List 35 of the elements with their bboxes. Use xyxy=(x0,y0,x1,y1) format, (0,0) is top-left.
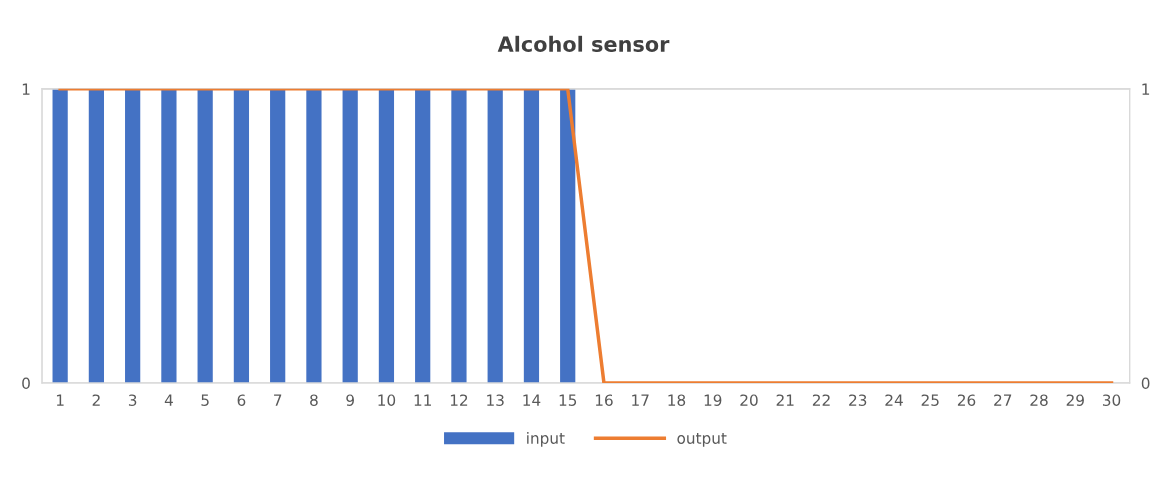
x-tick-label: 18 xyxy=(668,394,686,406)
x-tick-label: 3 xyxy=(128,394,137,406)
x-tick-label: 14 xyxy=(523,394,541,406)
legend-label: input xyxy=(527,432,565,447)
x-tick-label: 20 xyxy=(740,394,758,406)
x-tick-label: 15 xyxy=(559,394,577,406)
x-tick-label: 28 xyxy=(1030,394,1048,406)
x-tick-label: 7 xyxy=(274,394,282,406)
x-tick-label: 27 xyxy=(994,394,1012,406)
x-tick-label: 5 xyxy=(201,394,209,406)
x-tick-label: 30 xyxy=(1102,394,1121,406)
x-tick-label: 17 xyxy=(632,394,649,406)
x-tick-label: 25 xyxy=(921,394,939,406)
x-tick-label: 23 xyxy=(849,394,867,406)
x-tick-label: 2 xyxy=(92,394,100,406)
x-tick-label: 19 xyxy=(704,394,722,406)
x-tick-label: 24 xyxy=(885,394,903,406)
x-tick-label: 11 xyxy=(414,394,431,406)
x-tick-label: 4 xyxy=(164,394,173,406)
x-tick-label: 1 xyxy=(56,394,64,406)
legend-label: output xyxy=(677,432,727,447)
x-tick-label: 26 xyxy=(957,394,976,406)
chart-title: Alcohol sensor xyxy=(497,35,670,52)
x-tick-label: 10 xyxy=(378,394,396,406)
x-tick-label: 21 xyxy=(776,394,794,406)
x-tick-label: 6 xyxy=(237,394,246,406)
x-tick-label: 29 xyxy=(1066,394,1084,406)
y2-tick-label: 0 xyxy=(1141,377,1150,390)
x-tick-label: 9 xyxy=(346,394,354,406)
y2-tick-label: 1 xyxy=(1142,83,1150,95)
x-tick-label: 16 xyxy=(595,394,613,406)
x-tick-label: 13 xyxy=(487,394,504,406)
x-tick-label: 12 xyxy=(450,394,468,406)
x-tick-label: 22 xyxy=(812,394,830,406)
x-tick-label: 8 xyxy=(310,394,318,406)
